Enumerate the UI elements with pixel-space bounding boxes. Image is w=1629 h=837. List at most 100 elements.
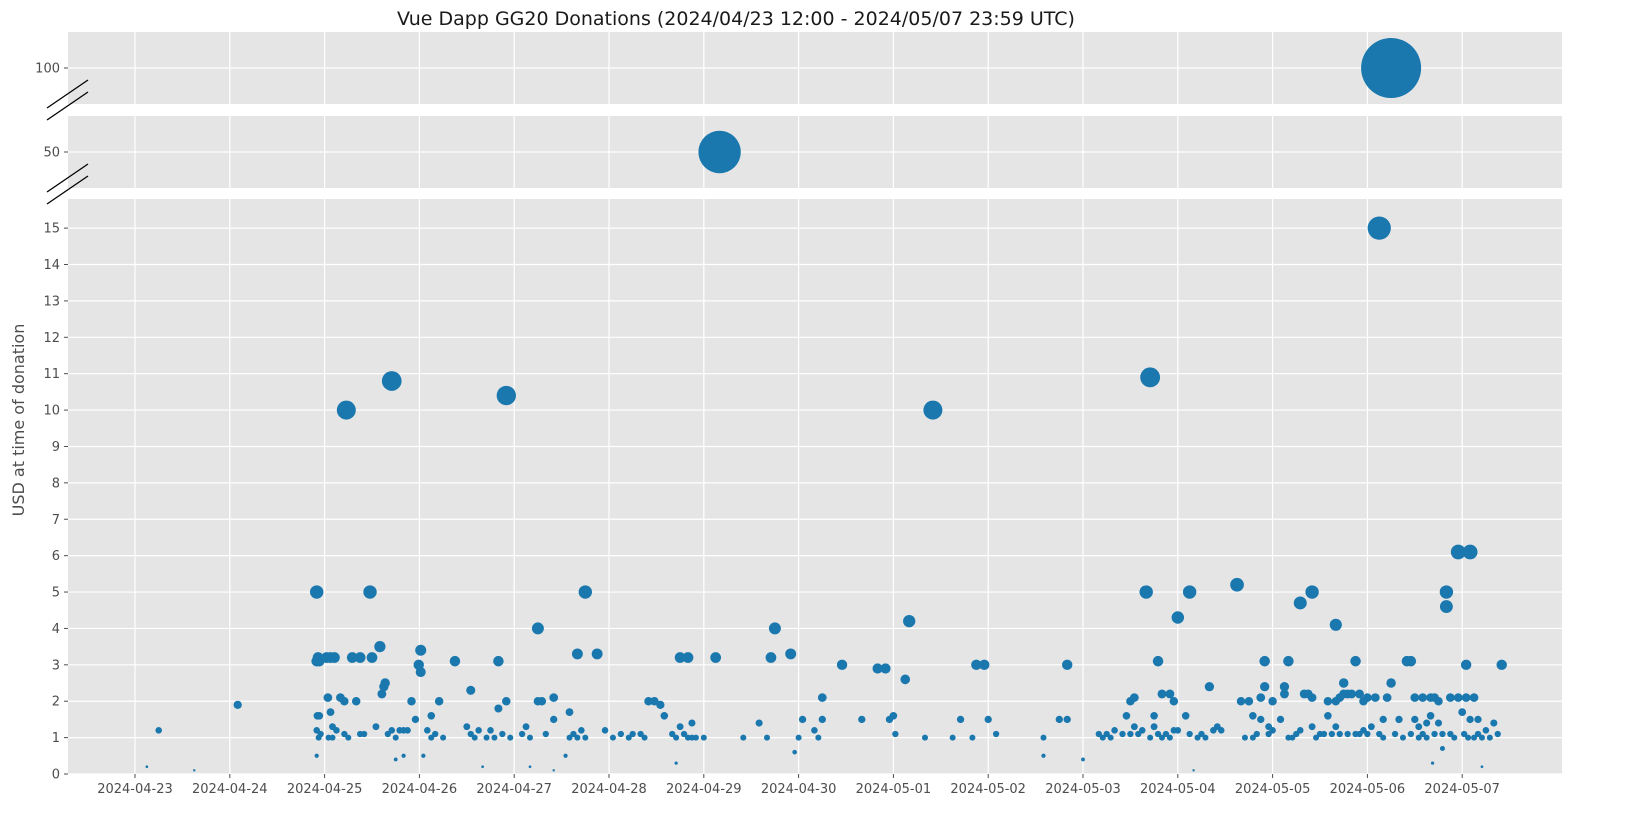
x-tick-label: 2024-04-25 [287,782,363,797]
data-point [499,730,506,738]
data-point [466,685,476,695]
x-tick-label: 2024-04-27 [476,782,552,797]
data-point [1344,730,1351,738]
data-point [1486,734,1493,741]
data-point [326,708,335,717]
y-tick-label: 7 [52,513,60,528]
data-point [1482,727,1490,734]
data-point [1332,723,1340,731]
data-point [1166,734,1173,741]
x-tick-label: 2024-04-26 [382,782,458,797]
data-point [1370,693,1380,702]
x-tick-label: 2024-05-06 [1330,782,1406,797]
data-point [1474,715,1482,724]
y-tick-label: 6 [52,549,60,564]
data-point [193,769,196,772]
data-point [591,648,603,660]
data-point [496,385,516,406]
data-point [1355,689,1364,699]
data-point [792,749,797,755]
x-tick-label: 2024-05-01 [856,782,932,797]
data-point [380,678,390,688]
data-point [923,400,943,420]
data-point [673,734,680,741]
data-point [475,727,482,734]
y-tick-label: 2 [52,695,60,710]
data-point [481,765,484,769]
y-tick-label: 14 [43,258,60,273]
data-point [1217,727,1225,734]
data-point [956,715,965,724]
data-point [377,689,387,699]
data-point [363,585,377,599]
data-point [392,734,399,741]
data-point [1405,655,1417,667]
y-tick-label: 12 [43,331,60,346]
data-point [1283,655,1294,667]
data-point [1382,693,1392,702]
data-point [880,663,891,674]
data-point [900,674,911,685]
data-point [1260,682,1270,692]
data-point [629,730,636,738]
data-point [1462,544,1478,560]
data-point [1469,693,1479,702]
data-point [1447,730,1454,738]
data-point [1324,711,1332,720]
data-point [374,641,386,653]
data-point [366,652,378,663]
data-point [415,667,426,678]
data-point [487,727,494,734]
data-point [1249,711,1257,720]
data-point [1323,696,1333,706]
data-point [1478,734,1485,741]
data-point [527,734,533,741]
data-point [1269,727,1276,734]
data-point [1329,618,1342,631]
data-point [815,734,822,741]
data-point [692,734,699,741]
data-point [1307,693,1317,702]
x-tick-label: 2024-05-07 [1424,782,1500,797]
data-point [1162,730,1170,738]
data-point [507,734,514,741]
y-tick-label: 9 [52,440,60,455]
data-point [1496,659,1507,671]
data-point [617,730,624,738]
data-point [903,615,916,628]
data-point [682,652,694,663]
data-point [1426,711,1435,720]
data-point [578,727,585,734]
y-tick-label: 50 [43,146,60,161]
data-point [949,734,956,741]
data-point [407,696,416,706]
data-point [233,700,242,709]
data-point [1415,723,1423,731]
data-point [1423,734,1430,741]
data-point [1122,711,1131,720]
data-point [795,734,802,741]
data-point [1152,655,1164,667]
y-tick-label: 4 [52,622,60,637]
data-point [1439,600,1453,614]
y-tick-label: 13 [43,294,60,309]
data-point [1350,655,1361,667]
data-point [1127,730,1134,738]
data-point [1055,715,1063,724]
data-point [570,730,577,738]
data-point [537,696,547,706]
data-point [1169,696,1179,706]
data-point [1367,723,1375,731]
data-point [1308,723,1316,731]
data-point [1062,659,1073,671]
data-point [979,659,990,671]
x-axis-ticks: 2024-04-23 2024-04-24 2024-04-25 2024-04-26… [97,774,1500,797]
data-point [710,652,722,663]
data-point [1150,723,1158,731]
x-tick-label: 2024-04-23 [97,782,173,797]
data-point [992,730,1000,738]
data-point [765,652,777,663]
data-point [817,693,827,702]
axis-break-mark [46,163,89,193]
data-point [1434,696,1443,706]
